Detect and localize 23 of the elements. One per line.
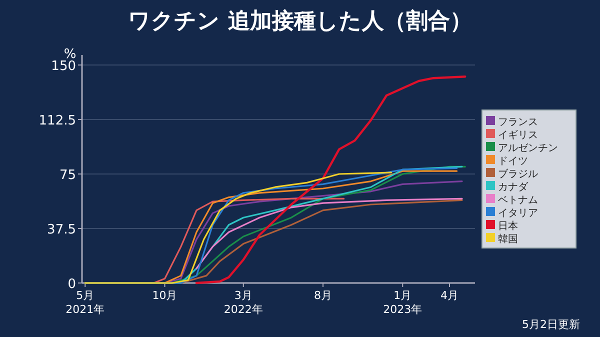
y-tick-label: 0 — [68, 277, 76, 292]
legend-label: 日本 — [498, 220, 518, 232]
legend-label: イギリス — [498, 129, 538, 141]
x-tick-label: 1月 2023年 — [383, 289, 422, 316]
legend-label: 韓国 — [498, 233, 518, 245]
x-tick-label: 4月 — [440, 289, 458, 302]
y-tick-label: 75 — [59, 168, 76, 183]
x-tick-label: 5月 2021年 — [66, 289, 105, 316]
x-tick-label: 3月 2022年 — [224, 289, 263, 316]
legend-label: アルゼンチン — [498, 143, 558, 154]
x-tick-label: 10月 — [152, 289, 178, 302]
legend-label: フランス — [498, 117, 538, 128]
legend-label: ドイツ — [498, 156, 528, 167]
x-tick-label: 8月 — [314, 289, 332, 302]
y-tick-label: 112.5 — [38, 114, 76, 128]
legend-label: ブラジル — [498, 168, 538, 180]
y-tick-label: 150 — [51, 59, 76, 74]
legend-label: ベトナム — [498, 195, 538, 206]
y-tick-label: 37.5 — [47, 222, 76, 238]
text: 5月2日更新 — [522, 318, 580, 331]
title: ワクチン 追加接種した人（割合） — [128, 9, 472, 34]
legend-label: イタリア — [498, 208, 538, 219]
legend-label: カナダ — [498, 181, 529, 193]
